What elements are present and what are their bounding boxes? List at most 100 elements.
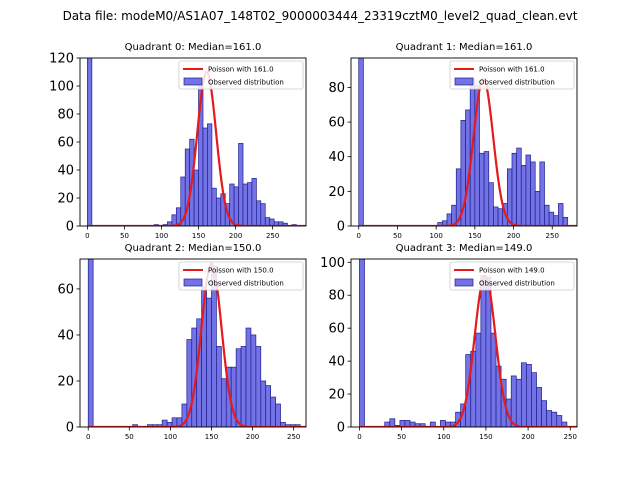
histogram-bar xyxy=(132,424,138,427)
x-tick-label: 50 xyxy=(397,433,406,441)
y-tick-label: 80 xyxy=(328,289,345,304)
histogram-bar xyxy=(516,147,522,226)
y-tick-label: 0 xyxy=(337,421,345,436)
axes-frame xyxy=(350,57,578,227)
histogram-bar xyxy=(534,191,541,226)
legend-label-poisson: Poisson with 161.0 xyxy=(479,66,545,74)
subplot-quadrant-3: 0 50 100 150 200 250 0 20 40 60 80 100 Quadrant 3: M… xyxy=(320,243,578,441)
histogram-bar xyxy=(506,168,513,226)
histogram-bar xyxy=(490,332,497,427)
histogram-bar xyxy=(256,200,262,226)
y-tick-label: 80 xyxy=(328,81,345,96)
subplot-title: Quadrant 0: Median=161.0 xyxy=(125,42,262,53)
x-tick-label: 250 xyxy=(266,232,279,240)
legend: Poisson with 150.0 Observed distribution xyxy=(178,261,304,291)
histogram-bar xyxy=(531,372,537,427)
x-tick-label: 100 xyxy=(429,232,442,240)
histogram-bar xyxy=(87,58,93,226)
histogram-bar xyxy=(265,385,272,427)
histogram-bar xyxy=(211,187,217,226)
histogram-bar xyxy=(233,186,239,226)
histogram-bar xyxy=(389,418,396,427)
legend: Poisson with 149.0 Observed distribution xyxy=(449,261,575,291)
plot-area xyxy=(359,259,577,427)
histogram-bar xyxy=(206,297,212,427)
legend-box xyxy=(449,60,575,90)
histogram-bar xyxy=(488,182,494,226)
x-tick-label: 0 xyxy=(357,433,361,441)
axes-frame xyxy=(79,258,307,428)
legend-box xyxy=(178,261,304,291)
legend-box xyxy=(178,60,304,90)
histogram-bar xyxy=(497,208,504,226)
x-tick-label: 150 xyxy=(192,232,205,240)
histogram-bar xyxy=(87,259,94,427)
histogram-bar xyxy=(429,421,436,427)
histogram-bar xyxy=(294,424,301,427)
poisson-curve xyxy=(358,77,577,226)
x-tick-label: 0 xyxy=(86,433,90,441)
histogram-bar xyxy=(510,375,517,427)
poisson-curve xyxy=(88,262,306,427)
histogram-bar xyxy=(525,154,531,226)
legend-bar-swatch xyxy=(183,77,203,86)
y-tick-label: 20 xyxy=(57,374,74,389)
legend-label-observed: Observed distribution xyxy=(479,79,555,87)
x-tick-label: 50 xyxy=(125,433,134,441)
subplot-title: Quadrant 1: Median=161.0 xyxy=(396,42,533,53)
y-tick-label: 40 xyxy=(328,150,345,165)
subplot-quadrant-2: 0 50 100 150 200 250 0 20 40 60 Quadrant 2: Median… xyxy=(57,243,307,441)
subplot-title: Quadrant 3: Median=149.0 xyxy=(396,243,533,254)
histogram-bar xyxy=(493,206,499,226)
legend-label-poisson: Poisson with 150.0 xyxy=(208,267,274,275)
histogram-bar xyxy=(539,161,545,226)
subplot-quadrant-1: 0 50 100 150 200 250 0 20 40 60 80 Quadrant 1: Medi… xyxy=(328,42,578,240)
y-tick-label: 100 xyxy=(320,256,345,271)
histogram-bar xyxy=(520,362,527,427)
histogram-bar xyxy=(216,346,222,427)
histogram-bar xyxy=(255,346,262,427)
histogram-bar xyxy=(553,215,559,226)
histogram-bar xyxy=(475,332,482,427)
legend: Poisson with 161.0 Observed distribution xyxy=(449,60,575,90)
y-tick-label: 0 xyxy=(337,220,345,235)
plot-area xyxy=(87,58,306,226)
y-tick-label: 80 xyxy=(57,108,74,123)
histogram-bar xyxy=(242,183,248,226)
histogram-bar xyxy=(530,161,536,226)
y-tick-label: 0 xyxy=(66,220,74,235)
x-tick-label: 200 xyxy=(229,232,242,240)
histogram-bar xyxy=(446,213,452,226)
y-tick-label: 60 xyxy=(328,116,345,131)
y-tick-label: 40 xyxy=(328,355,345,370)
histogram-bar xyxy=(275,403,281,427)
histogram-bar xyxy=(526,364,532,427)
histogram-bar xyxy=(520,165,527,226)
y-tick-label: 20 xyxy=(328,388,345,403)
histogram-bar xyxy=(479,152,485,226)
y-tick-label: 0 xyxy=(66,421,74,436)
histogram-bar xyxy=(541,400,547,427)
legend-label-observed: Observed distribution xyxy=(208,280,284,288)
subplot-title: Quadrant 2: Median=150.0 xyxy=(125,243,262,254)
histogram-bar xyxy=(264,217,271,226)
x-tick-label: 250 xyxy=(546,232,559,240)
x-tick-label: 50 xyxy=(120,232,129,240)
histogram-bar xyxy=(215,197,222,226)
histogram-bar xyxy=(561,421,568,427)
histogram-bar xyxy=(358,58,364,226)
histogram-bar xyxy=(548,211,555,226)
legend-label-observed: Observed distribution xyxy=(479,280,555,288)
legend-bar-swatch xyxy=(454,278,474,287)
histogram-bar xyxy=(359,259,365,427)
poisson-curve xyxy=(359,274,577,427)
histogram-bar xyxy=(202,127,208,226)
legend-box xyxy=(449,261,575,291)
histogram-bar xyxy=(260,380,267,427)
y-tick-label: 100 xyxy=(49,80,74,95)
histogram-bar xyxy=(250,334,257,427)
x-tick-label: 250 xyxy=(287,433,300,441)
histogram-bar xyxy=(251,178,257,226)
x-tick-label: 50 xyxy=(393,232,402,240)
